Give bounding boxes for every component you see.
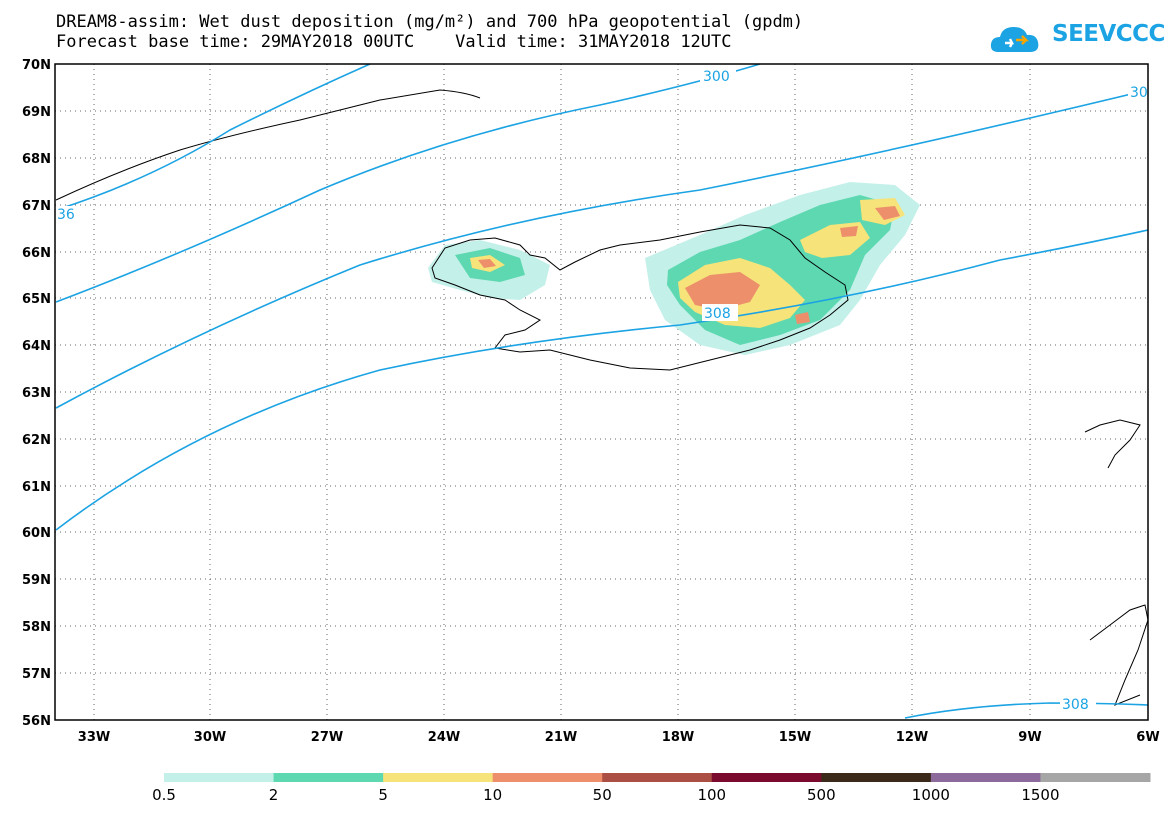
legend-swatch — [821, 773, 932, 782]
legend-label: 500 — [807, 786, 836, 804]
lon-label: 21W — [545, 730, 577, 745]
lat-label: 66N — [22, 246, 51, 261]
dust-deposition-field — [428, 182, 920, 355]
lon-label: 12W — [896, 730, 928, 745]
map-frame — [54, 63, 1149, 721]
lon-label: 30W — [194, 730, 226, 745]
lat-label: 67N — [22, 199, 51, 214]
lat-label: 56N — [22, 714, 51, 729]
legend-swatch — [1040, 773, 1151, 782]
lon-axis-labels: 33W 30W 27W 24W 21W 18W 15W 12W 9W 6W — [78, 730, 1160, 745]
legend-label: 10 — [483, 786, 503, 804]
lat-gridlines — [55, 110, 1148, 674]
cloud-logo-icon — [990, 27, 1039, 52]
legend-swatch — [492, 773, 603, 782]
lon-gridlines — [93, 64, 1031, 720]
legend-label: 1500 — [1021, 786, 1060, 804]
legend-swatch — [711, 773, 822, 782]
lat-label: 68N — [22, 152, 51, 167]
logo-text: SEEVCCC — [1052, 21, 1165, 47]
contour-labels: 300 30 36 308 308 — [56, 68, 1148, 713]
lat-label: 64N — [22, 339, 51, 354]
lon-label: 6W — [1136, 730, 1159, 745]
lon-label: 9W — [1018, 730, 1041, 745]
lon-label: 18W — [662, 730, 694, 745]
lat-axis-labels: 70N 69N 68N 67N 66N 65N 64N 63N 62N 61N … — [22, 58, 51, 729]
map-title: DREAM8-assim: Wet dust deposition (mg/m²… — [56, 12, 804, 32]
legend-swatch — [602, 773, 713, 782]
lat-label: 58N — [22, 620, 51, 635]
contour-label-300: 300 — [703, 69, 730, 85]
lat-label: 63N — [22, 386, 51, 401]
lat-label: 70N — [22, 58, 51, 73]
lat-label: 59N — [22, 573, 51, 588]
legend-label: 1000 — [911, 786, 950, 804]
contour-label-308-iceland: 308 — [704, 306, 731, 322]
legend-label: 2 — [268, 786, 279, 804]
legend-label: 0.5 — [152, 786, 176, 804]
contour-label-36: 36 — [57, 207, 75, 223]
legend-label: 50 — [592, 786, 612, 804]
geopotential-contours — [55, 63, 1149, 719]
lat-label: 69N — [22, 105, 51, 120]
contour-label-30: 30 — [1130, 85, 1148, 101]
lon-label: 33W — [78, 730, 110, 745]
map-subtitle-times: Forecast base time: 29MAY2018 00UTC Vali… — [56, 32, 732, 52]
legend-swatch — [383, 773, 494, 782]
lat-label: 62N — [22, 433, 51, 448]
legend-label: 5 — [378, 786, 388, 804]
lon-label: 15W — [779, 730, 811, 745]
coastlines — [55, 89, 1149, 706]
lon-label: 27W — [311, 730, 343, 745]
lon-label: 24W — [428, 730, 460, 745]
legend-label: 100 — [697, 786, 727, 804]
legend-swatch — [164, 773, 275, 782]
lat-label: 65N — [22, 292, 51, 307]
legend-colorbar — [164, 773, 1151, 782]
legend-swatch — [930, 773, 1041, 782]
contour-label-308-south: 308 — [1062, 697, 1089, 713]
lat-label: 57N — [22, 667, 51, 682]
lat-label: 60N — [22, 526, 51, 541]
lat-label: 61N — [22, 480, 51, 495]
legend-swatch — [273, 773, 384, 782]
